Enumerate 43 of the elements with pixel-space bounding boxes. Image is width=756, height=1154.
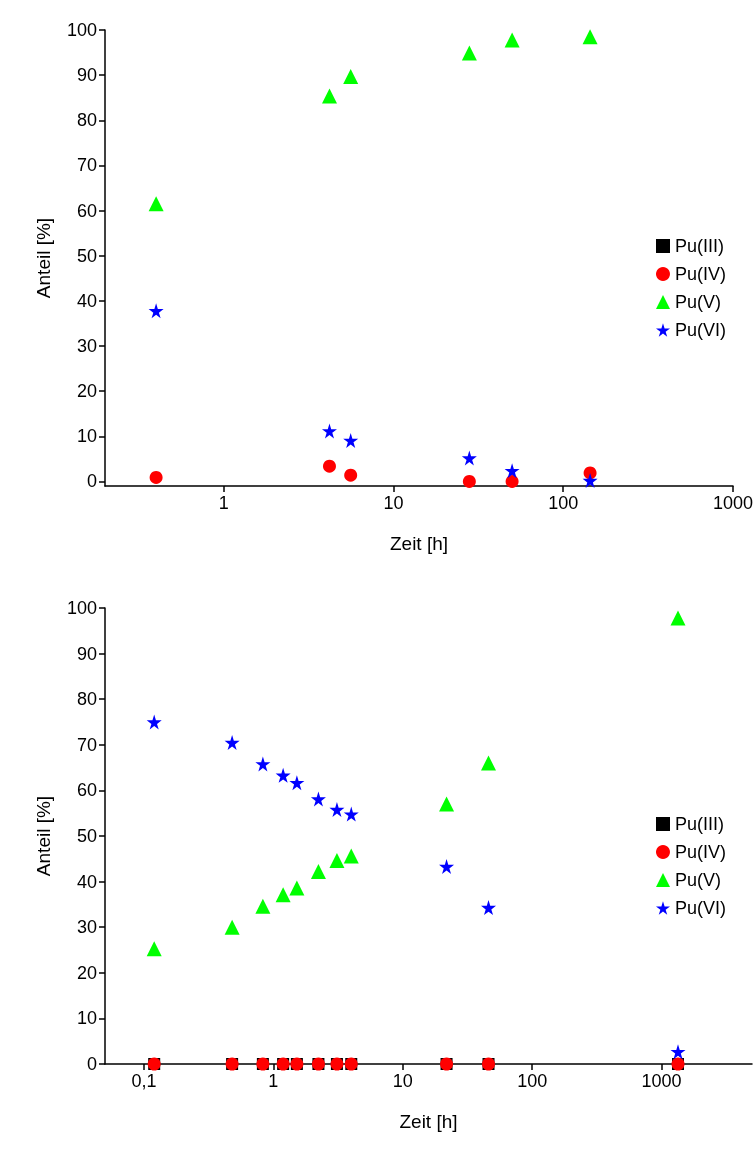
y-tick-label: 70 (76, 734, 97, 755)
y-axis-title: Anteil [%] (33, 795, 54, 877)
y-tick-label: 70 (76, 155, 97, 176)
y-tick-label: 40 (76, 290, 97, 311)
y-tick-label: 30 (76, 336, 97, 357)
y-tick-label: 80 (76, 689, 97, 710)
y-tick-label: 100 (66, 20, 97, 40)
y-tick-label: 50 (76, 245, 97, 266)
x-tick-label: 1 (218, 493, 229, 513)
y-tick-label: 90 (76, 65, 97, 86)
x-tick-label: 100 (517, 1071, 548, 1091)
y-tick-label: 30 (76, 917, 97, 938)
y-tick-label: 0 (86, 471, 97, 492)
y-tick-label: 10 (76, 426, 97, 447)
x-tick-label: 1000 (712, 493, 753, 513)
legend-label: Pu(III) (674, 236, 724, 256)
x-tick-label: 0,1 (131, 1071, 157, 1091)
legend-label: Pu(IV) (674, 264, 726, 284)
y-axis-title: Anteil [%] (33, 217, 54, 299)
legend-label: Pu(III) (674, 814, 724, 834)
legend-label: Pu(VI) (674, 898, 726, 918)
x-tick-label: 10 (392, 1071, 413, 1091)
y-tick-label: 80 (76, 110, 97, 131)
y-tick-label: 20 (76, 962, 97, 983)
y-tick-label: 50 (76, 826, 97, 846)
x-tick-label: 100 (548, 493, 579, 513)
y-tick-label: 10 (76, 1008, 97, 1029)
y-tick-label: 100 (66, 598, 97, 618)
y-tick-label: 60 (76, 200, 97, 221)
x-tick-label: 1000 (641, 1071, 682, 1091)
y-tick-label: 20 (76, 381, 97, 402)
x-tick-label: 10 (383, 493, 404, 513)
y-tick-label: 60 (76, 780, 97, 801)
legend-label: Pu(IV) (674, 842, 726, 862)
y-tick-label: 40 (76, 871, 97, 892)
legend-label: Pu(V) (674, 870, 721, 890)
legend-label: Pu(VI) (674, 320, 726, 340)
x-tick-label: 1 (268, 1071, 279, 1091)
legend-label: Pu(V) (674, 292, 721, 312)
x-axis-title: Zeit [h] (399, 1111, 458, 1132)
x-axis-title: Zeit [h] (389, 533, 449, 554)
y-tick-label: 0 (86, 1054, 97, 1074)
y-tick-label: 90 (76, 643, 97, 664)
